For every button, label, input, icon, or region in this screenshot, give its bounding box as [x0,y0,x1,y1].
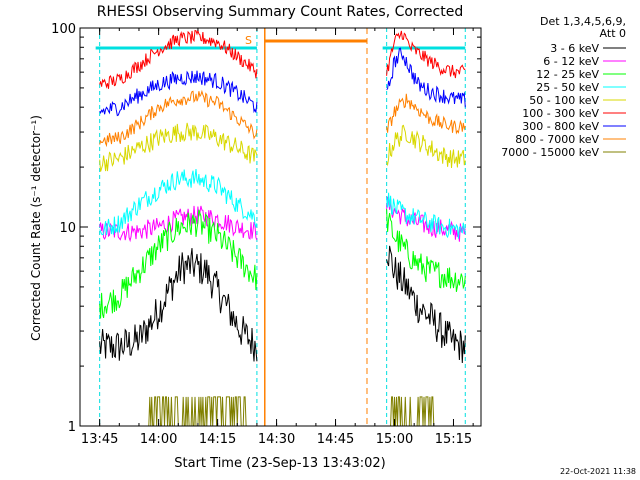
legend-entry-label: 12 - 25 keV [536,68,599,81]
x-tick-label: 14:45 [317,432,354,447]
legend-entry-label: 300 - 800 keV [522,120,599,133]
legend-entry-label: 100 - 300 keV [522,107,599,120]
series-line [99,70,258,117]
chart-title: RHESSI Observing Summary Count Rates, Co… [97,4,463,20]
series-line [99,169,258,236]
series-line [99,28,258,89]
x-tick-label: 14:15 [199,432,236,447]
legend-header-line-1: Det 1,3,4,5,6,9, [540,15,626,28]
x-tick-label: 14:00 [140,432,177,447]
legend-entry-label: 6 - 12 keV [543,55,599,68]
y-tick-label: 10 [59,221,76,236]
series-line [386,192,466,239]
legend-entry-label: 800 - 7000 keV [515,133,599,146]
x-axis-label: Start Time (23-Sep-13 13:43:02) [174,456,385,471]
x-tick-label: 15:00 [376,432,413,447]
y-axis-label: Corrected Count Rate (s⁻¹ detector⁻¹) [29,115,43,341]
series-line [386,196,466,242]
series-line [99,209,258,319]
series-line [386,124,466,169]
legend-header-line-2: Att 0 [600,27,626,40]
series-line [386,47,466,108]
series-line [99,122,258,172]
footer-date: 22-Oct-2021 11:38 [560,467,636,476]
series-line [99,89,258,148]
series-line [386,245,466,364]
series-line [386,30,466,79]
x-tick-label: 13:45 [81,432,118,447]
y-axis: 1 10 100 [51,22,481,435]
annotation-s: S [245,34,252,47]
series-line [99,248,258,362]
x-axis: 13:45 14:00 14:15 14:30 14:45 15:00 15:15 [79,28,474,447]
legend-entry-label: 3 - 6 keV [550,42,599,55]
series-line [99,205,258,243]
y-tick-label: 100 [51,22,76,37]
series-layer [99,28,466,427]
series-line [386,209,466,292]
orbit-markers [95,28,466,426]
legend-entry-label: 50 - 100 keV [529,94,599,107]
legend-entry-label: 25 - 50 keV [536,81,599,94]
y-tick-label: 1 [68,420,76,435]
x-tick-label: 14:30 [258,432,295,447]
legend-entry-label: 7000 - 15000 keV [501,146,599,159]
series-line [386,93,466,135]
x-tick-label: 15:15 [435,432,472,447]
